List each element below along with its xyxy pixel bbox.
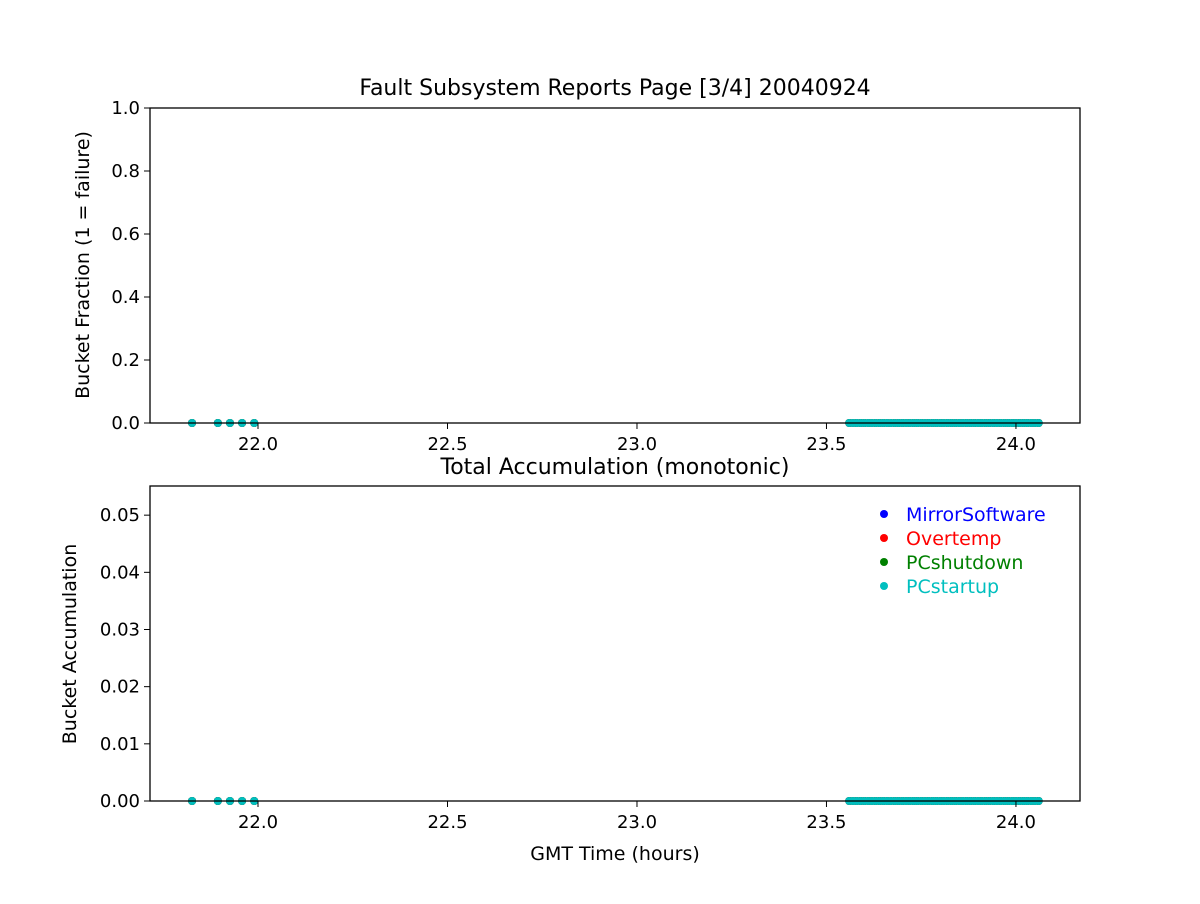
legend-marker-mirrorsoftware <box>880 510 888 518</box>
y-tick-label: 0.05 <box>100 505 140 526</box>
x-tick-label: 24.0 <box>996 812 1036 833</box>
x-tick-label: 23.5 <box>806 812 846 833</box>
legend-label-pcshutdown: PCshutdown <box>906 552 1023 574</box>
legend-label-pcstartup: PCstartup <box>906 576 999 598</box>
y-tick-label: 0.0 <box>111 413 140 434</box>
x-tick-label: 22.0 <box>238 812 278 833</box>
top-chart: Fault Subsystem Reports Page [3/4] 20040… <box>72 76 1081 455</box>
plot-frame <box>149 107 1081 424</box>
bottom-chart: Total Accumulation (monotonic) Bucket Ac… <box>59 455 1081 865</box>
x-tick-label: 22.5 <box>427 812 467 833</box>
legend-label-mirrorsoftware: MirrorSoftware <box>906 504 1046 526</box>
y-tick-label: 0.01 <box>100 734 140 755</box>
y-tick-label: 0.6 <box>111 224 140 245</box>
x-tick-label: 22.0 <box>238 434 278 455</box>
y-tick-label: 0.03 <box>100 619 140 640</box>
bottom-chart-xlabel: GMT Time (hours) <box>530 843 700 865</box>
legend: MirrorSoftwareOvertempPCshutdownPCstartu… <box>880 504 1046 598</box>
y-tick-label: 1.0 <box>111 98 140 119</box>
legend-marker-pcstartup <box>880 582 888 590</box>
y-tick-label: 0.00 <box>100 791 140 812</box>
legend-label-overtemp: Overtemp <box>906 528 1001 550</box>
x-tick-label: 23.0 <box>617 812 657 833</box>
y-tick-label: 0.2 <box>111 350 140 371</box>
bottom-chart-ylabel: Bucket Accumulation <box>59 544 81 745</box>
y-tick-label: 0.04 <box>100 562 140 583</box>
plot-frame <box>149 485 1081 802</box>
top-chart-ylabel: Bucket Fraction (1 = failure) <box>72 131 94 399</box>
top-chart-title: Fault Subsystem Reports Page [3/4] 20040… <box>359 76 870 101</box>
y-tick-label: 0.8 <box>111 161 140 182</box>
x-tick-label: 23.5 <box>806 434 846 455</box>
x-tick-label: 24.0 <box>996 434 1036 455</box>
y-tick-label: 0.02 <box>100 677 140 698</box>
x-tick-label: 23.0 <box>617 434 657 455</box>
legend-marker-pcshutdown <box>880 558 888 566</box>
x-tick-label: 22.5 <box>427 434 467 455</box>
bottom-chart-title: Total Accumulation (monotonic) <box>440 455 790 480</box>
y-tick-label: 0.4 <box>111 287 140 308</box>
legend-marker-overtemp <box>880 534 888 542</box>
